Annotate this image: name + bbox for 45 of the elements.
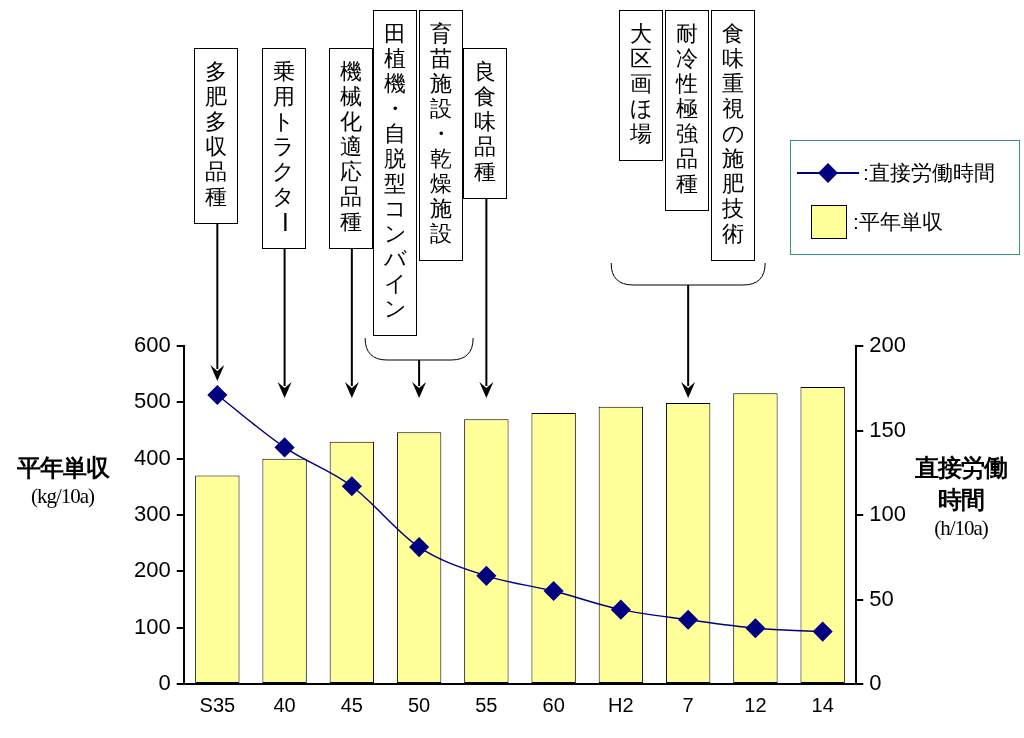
text: 機械化適応品種 <box>338 59 363 234</box>
text: 耐冷性極強品種 <box>674 21 700 196</box>
point <box>611 599 631 620</box>
text: 田植機・自脱型コンバイン <box>383 21 407 321</box>
point <box>812 621 833 642</box>
y-tick-label: 200 <box>133 557 171 583</box>
y2-tick-label: 100 <box>869 501 907 527</box>
y2-tick-label: 200 <box>869 332 907 358</box>
y2-tick-label: 0 <box>869 670 882 696</box>
text: 大区画ほ場 <box>628 21 654 146</box>
y-tick-label: 300 <box>133 501 171 527</box>
x-tick-label: 12 <box>744 693 767 716</box>
x-tick-label: 60 <box>542 693 565 716</box>
point <box>409 537 429 557</box>
legend-label: :平年単収 <box>853 209 943 235</box>
y-axis-title: 平年単収 (kg/10a) <box>15 453 111 509</box>
point <box>207 385 228 405</box>
legend-label: :直接労働時間 <box>863 160 995 186</box>
text: 育苗施設・乾燥施設 <box>430 21 453 246</box>
text: 良食味品種 <box>473 59 498 184</box>
x-tick-label: S35 <box>199 693 236 716</box>
x-tick-label: 7 <box>682 693 694 716</box>
x-tick-label: H2 <box>608 693 634 716</box>
y-tick-label: 400 <box>133 444 171 470</box>
point <box>678 610 698 630</box>
text: 乗用トラクター <box>270 59 298 235</box>
x-tick-label: 45 <box>340 693 363 716</box>
point <box>745 618 766 638</box>
y-tick-label: 100 <box>133 613 171 639</box>
y-tick-label: 500 <box>133 388 171 414</box>
x-tick-label: 50 <box>407 693 431 716</box>
point <box>543 581 564 601</box>
text: 多肥多収品種 <box>204 59 229 209</box>
text: 食味重視の施肥技術 <box>721 21 745 246</box>
y2-axis-title: 直接労働時間 (h/10a) <box>914 453 1008 541</box>
y-tick-label: 600 <box>133 332 171 358</box>
x-tick-label: 14 <box>811 693 834 716</box>
x-tick-label: 55 <box>475 693 498 716</box>
y2-tick-label: 50 <box>869 585 894 611</box>
point <box>342 476 362 497</box>
point <box>274 437 295 458</box>
y-tick-label: 0 <box>158 670 171 696</box>
point <box>476 566 497 586</box>
x-tick-label: 40 <box>273 693 296 716</box>
y2-tick-label: 150 <box>869 416 907 442</box>
